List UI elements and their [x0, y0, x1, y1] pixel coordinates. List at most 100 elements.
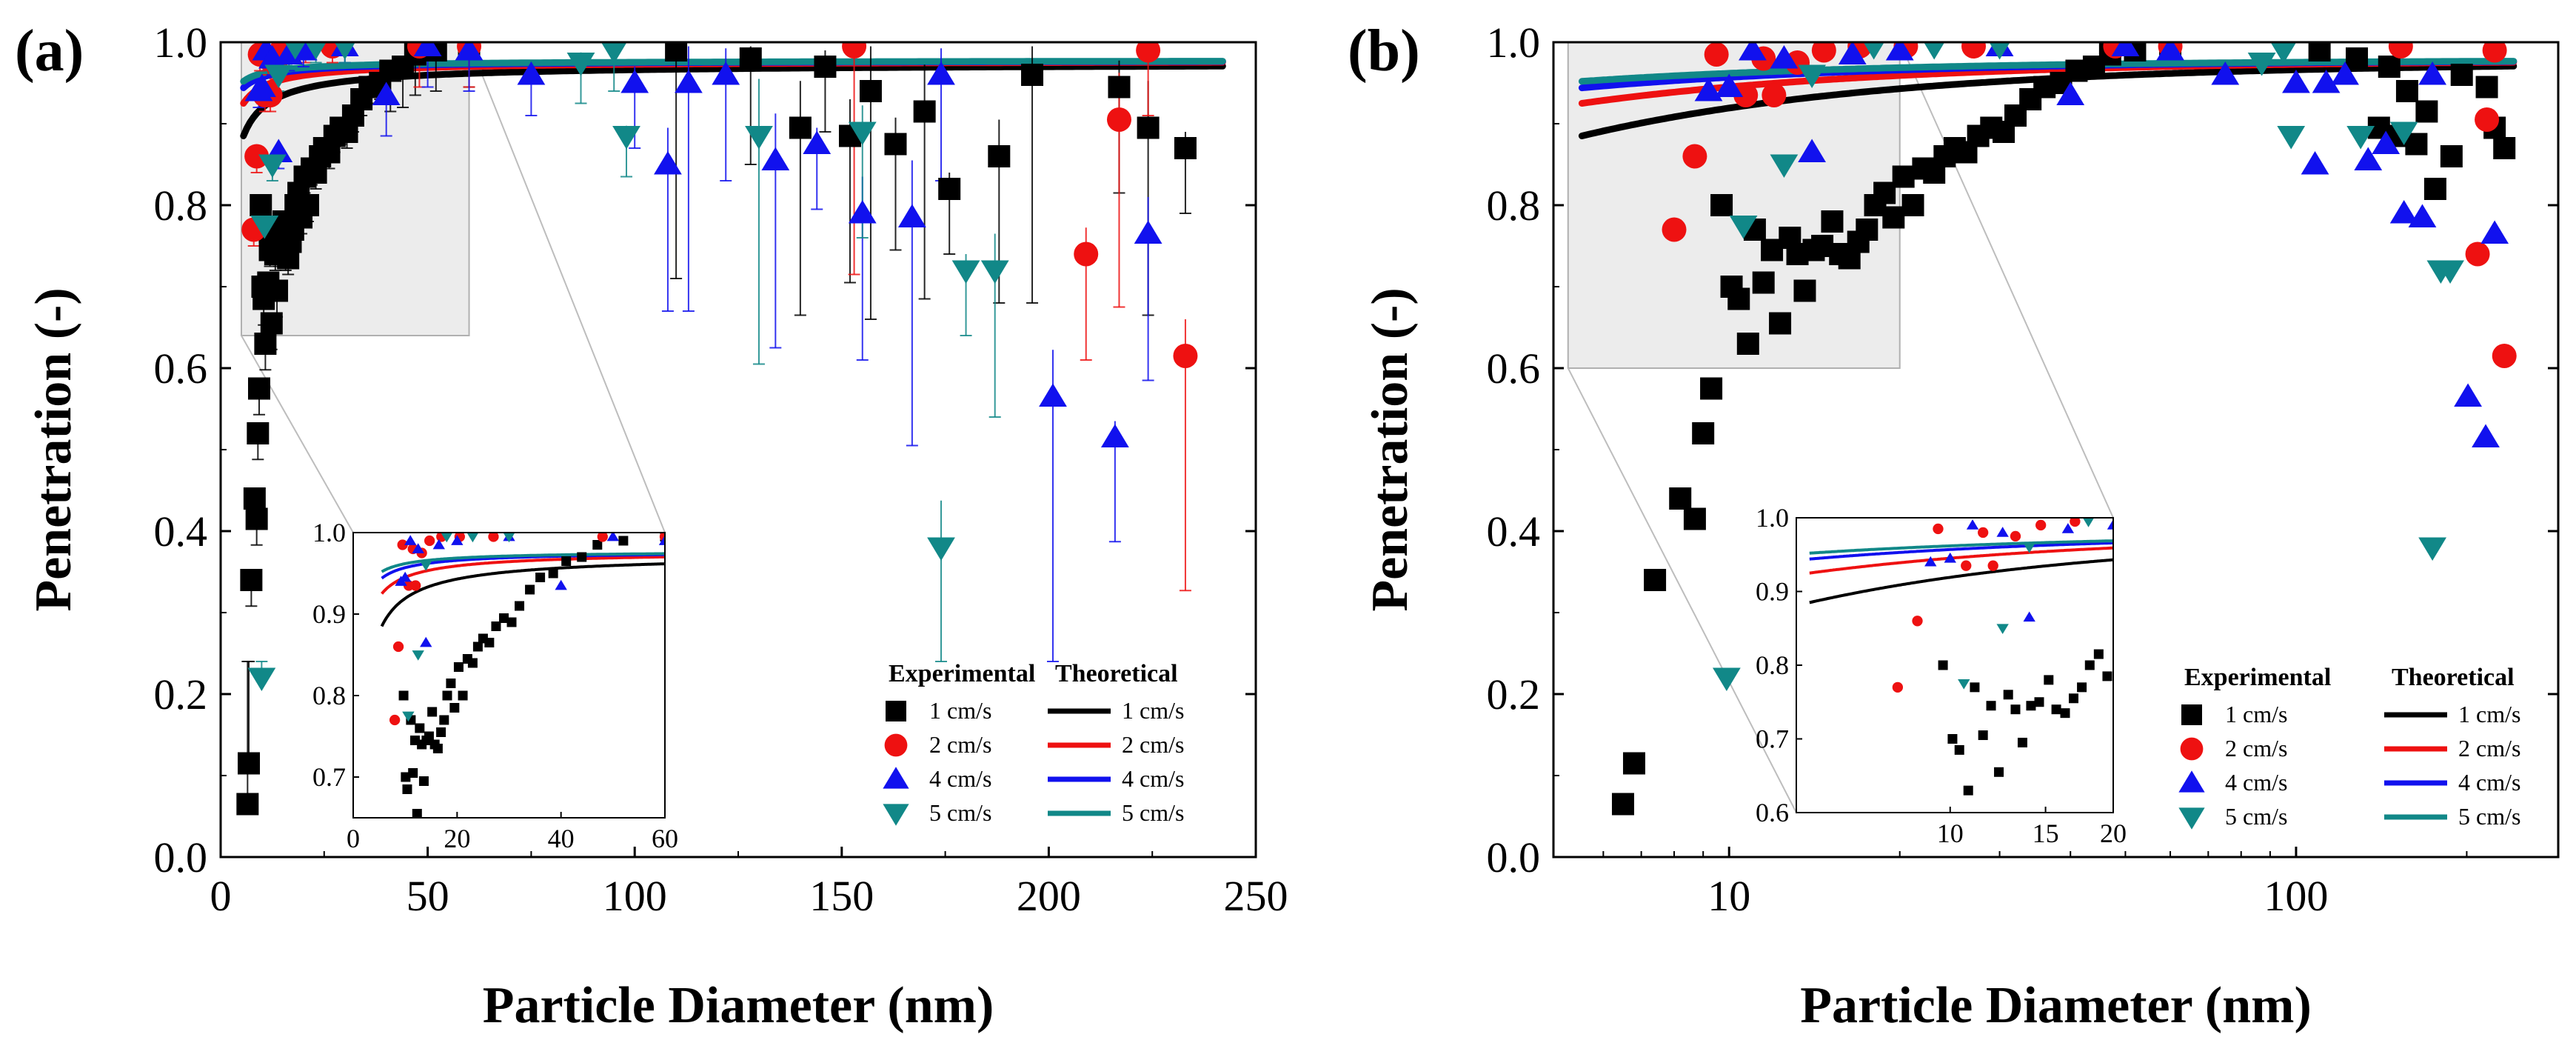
inset-data-point — [392, 641, 404, 653]
inset: 0.7 0.8 0.9 1.0 0 20 40 60 — [312, 518, 678, 853]
data-point — [612, 126, 640, 150]
inset-data-point — [458, 690, 468, 701]
inset-frame — [352, 532, 666, 819]
inset-data-point — [466, 533, 479, 543]
inset-data-point — [2093, 649, 2104, 659]
zoom-connector — [468, 41, 666, 533]
data-point — [1700, 377, 1723, 400]
inset-data-point — [410, 580, 421, 591]
inset-data-point — [1933, 523, 1944, 535]
data-point — [2378, 56, 2401, 78]
legend-title-theoretical: Theoretical — [1055, 660, 1178, 687]
inset-data-point — [401, 772, 411, 782]
y-tick-label: 1.0 — [1487, 19, 1541, 67]
legend-marker — [2178, 770, 2205, 793]
data-point — [2354, 147, 2383, 170]
data-point — [938, 178, 961, 200]
data-point — [2372, 130, 2401, 154]
inset-data-point — [1944, 552, 1956, 563]
inset-data-point — [1978, 527, 1989, 539]
inset-data-point — [427, 707, 438, 717]
inset-data-point — [1987, 560, 1998, 571]
inset-data-point — [506, 617, 517, 627]
inset-data-point — [561, 556, 572, 566]
inset-x-tick-label: 20 — [2100, 819, 2127, 848]
inset-data-point — [2107, 519, 2113, 530]
inset-data-point — [592, 540, 603, 550]
inset-data-point — [1970, 682, 1980, 693]
inset-y-tick-label: 0.6 — [1756, 798, 1789, 827]
data-point — [1682, 144, 1707, 169]
inset-y-tick-label: 1.0 — [1756, 503, 1789, 533]
inset-x-tick-label: 60 — [652, 824, 678, 853]
data-point — [2465, 241, 2490, 267]
inset-data-point — [2044, 675, 2054, 685]
inset-data-point — [548, 568, 558, 579]
data-point — [1611, 793, 1634, 816]
y-tick-label: 0.2 — [1487, 670, 1541, 719]
inset-x-tick-label: 20 — [444, 824, 470, 853]
data-point — [1770, 45, 1799, 69]
legend-marker — [886, 701, 906, 721]
data-point — [745, 126, 773, 150]
inset-data-point — [498, 613, 509, 623]
data-point — [2270, 42, 2297, 64]
data-point — [1989, 42, 2010, 60]
inset-y-tick-label: 0.8 — [312, 681, 346, 710]
data-point — [1729, 216, 1758, 239]
inset-theory-curve — [1809, 541, 2113, 561]
inset-data-point — [2082, 518, 2095, 527]
data-point — [1704, 42, 1729, 67]
data-point — [1669, 487, 1692, 510]
data-point — [1733, 83, 1759, 107]
data-point — [372, 81, 401, 105]
inset-data-point — [397, 539, 408, 550]
data-point — [980, 260, 1009, 284]
data-point — [1692, 422, 1715, 444]
data-point — [1727, 287, 1750, 310]
data-point — [2454, 383, 2482, 407]
inset-y-tick-label: 0.7 — [312, 762, 346, 792]
data-point — [2312, 70, 2341, 93]
legend-label-theoretical: 2 cm/s — [1122, 731, 1184, 758]
inset-data-point — [1966, 519, 1979, 530]
data-point — [1856, 219, 1879, 241]
data-point — [665, 42, 688, 61]
y-tick-label: 1.0 — [154, 19, 208, 67]
x-tick-label: 100 — [603, 872, 667, 920]
inset-data-point — [1958, 679, 1970, 690]
inset-data-point — [446, 679, 456, 688]
inset-theory-curve — [381, 552, 665, 573]
data-point — [2308, 42, 2331, 61]
x-axis-title: Particle Diameter (nm) — [483, 977, 994, 1034]
data-point — [1134, 220, 1162, 244]
inset-plot — [1809, 518, 2113, 796]
inset-data-point — [525, 584, 535, 595]
inset-data-point — [1986, 701, 1996, 711]
data-point — [1769, 312, 1792, 335]
data-point — [238, 752, 261, 775]
inset-data-point — [2068, 693, 2078, 704]
data-point — [243, 487, 266, 510]
inset-data-point — [2035, 519, 2047, 531]
plot-area — [1578, 42, 2518, 816]
inset-data-point — [2061, 523, 2075, 533]
data-point — [1885, 42, 1914, 61]
inset-data-point — [2102, 671, 2112, 681]
data-point — [842, 42, 867, 59]
x-tick-label: 100 — [2264, 872, 2328, 920]
inset-data-point — [2060, 708, 2070, 719]
data-point — [761, 147, 790, 170]
data-point — [1821, 210, 1844, 233]
inset-data-point — [472, 641, 483, 652]
y-tick-label: 0.0 — [154, 833, 208, 881]
data-point — [2450, 64, 2473, 86]
data-point — [260, 312, 283, 335]
x-tick-label: 10 — [1707, 872, 1750, 920]
data-point — [848, 200, 877, 224]
data-point — [245, 507, 268, 530]
data-point — [674, 70, 703, 93]
data-point — [2389, 121, 2418, 145]
legend-marker — [2178, 807, 2205, 830]
inset-theory-curve — [381, 555, 665, 595]
